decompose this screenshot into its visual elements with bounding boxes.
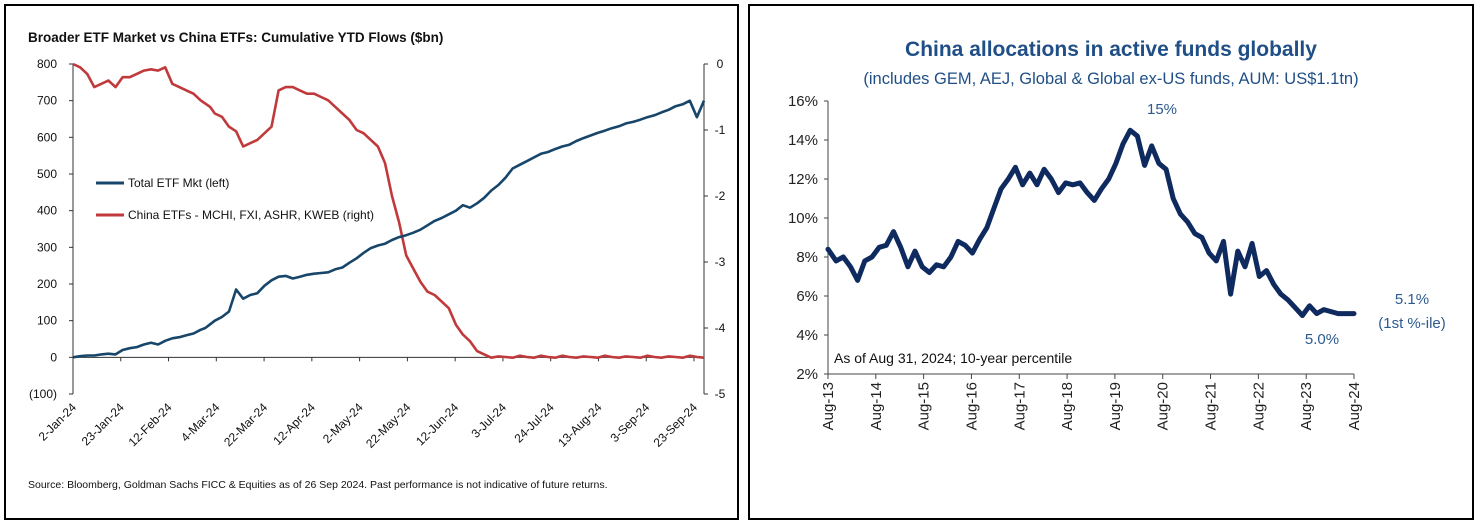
x-tick-label: 3-Sep-24 xyxy=(608,400,653,445)
last-value-annotation: 5.1% xyxy=(1395,291,1429,308)
y-tick-label: 8% xyxy=(796,249,818,266)
left-y-tick-label: 300 xyxy=(37,240,57,254)
y-tick-label: 6% xyxy=(796,288,818,305)
x-tick-label: 22-Mar-24 xyxy=(221,400,270,449)
x-tick-label: 12-Apr-24 xyxy=(270,400,318,448)
y-tick-label: 14% xyxy=(788,132,818,149)
x-tick-label: Aug-16 xyxy=(963,382,980,430)
x-tick-label: 22-May-24 xyxy=(363,400,414,451)
y-tick-label: 4% xyxy=(796,327,818,344)
x-tick-label: 23-Jan-24 xyxy=(79,400,127,448)
x-tick-label: Aug-17 xyxy=(1011,382,1028,430)
x-tick-label: Aug-13 xyxy=(820,382,837,430)
x-tick-label: Aug-20 xyxy=(1155,382,1172,430)
right-y-tick-label: -4 xyxy=(715,321,726,335)
x-tick-label: Aug-22 xyxy=(1250,382,1267,430)
low-annotation: 5.0% xyxy=(1305,331,1339,348)
legend-label-total-etf: Total ETF Mkt (left) xyxy=(128,176,229,190)
china-allocation-chart: China allocations in active funds global… xyxy=(788,38,1446,430)
chart-subtitle: (includes GEM, AEJ, Global & Global ex-U… xyxy=(863,70,1358,88)
x-tick-label: Aug-19 xyxy=(1107,382,1124,430)
x-tick-label: Aug-18 xyxy=(1059,382,1076,430)
left-y-tick-label: 800 xyxy=(37,57,57,71)
x-tick-label: 12-Feb-24 xyxy=(126,400,175,449)
source-note: Source: Bloomberg, Goldman Sachs FICC & … xyxy=(28,479,608,491)
etf-flows-chart: Broader ETF Market vs China ETFs: Cumula… xyxy=(28,30,726,491)
x-tick-label: 12-Jun-24 xyxy=(413,400,461,448)
left-y-tick-label: 600 xyxy=(37,130,57,144)
right-y-tick-label: -5 xyxy=(715,387,726,401)
as-of-note: As of Aug 31, 2024; 10-year percentile xyxy=(834,350,1072,366)
left-y-tick-label: 500 xyxy=(37,167,57,181)
chart-title: Broader ETF Market vs China ETFs: Cumula… xyxy=(28,30,443,45)
left-chart-panel: Broader ETF Market vs China ETFs: Cumula… xyxy=(4,4,739,520)
chart-title: China allocations in active funds global… xyxy=(905,38,1317,61)
x-tick-label: 23-Sep-24 xyxy=(651,400,701,450)
x-tick-label: 2-May-24 xyxy=(320,400,366,446)
right-y-tick-label: -2 xyxy=(715,189,726,203)
x-tick-label: Aug-15 xyxy=(916,382,933,430)
y-tick-label: 10% xyxy=(788,210,818,227)
x-tick-label: Aug-23 xyxy=(1298,382,1315,430)
x-tick-label: 24-Jul-24 xyxy=(512,400,558,446)
right-chart-panel: China allocations in active funds global… xyxy=(748,4,1474,520)
percentile-annotation: (1st %-ile) xyxy=(1378,315,1446,332)
right-y-tick-label: 0 xyxy=(717,57,724,71)
x-tick-label: Aug-21 xyxy=(1203,382,1220,430)
left-y-tick-label: (100) xyxy=(29,387,57,401)
right-y-tick-label: -3 xyxy=(715,255,726,269)
y-tick-label: 16% xyxy=(788,93,818,110)
x-tick-label: 13-Aug-24 xyxy=(555,400,605,450)
x-tick-label: Aug-24 xyxy=(1346,382,1363,430)
y-tick-label: 12% xyxy=(788,171,818,188)
x-tick-label: 2-Jan-24 xyxy=(36,400,80,444)
china-etfs-line xyxy=(72,62,705,359)
total-etf-line xyxy=(72,99,706,359)
left-y-tick-label: 200 xyxy=(37,277,57,291)
x-tick-label: 3-Jul-24 xyxy=(468,400,509,441)
left-y-tick-label: 100 xyxy=(37,314,57,328)
legend-label-china-etfs: China ETFs - MCHI, FXI, ASHR, KWEB (righ… xyxy=(128,208,374,222)
x-tick-label: Aug-14 xyxy=(868,382,885,430)
x-tick-label: 4-Mar-24 xyxy=(178,400,223,445)
peak-annotation: 15% xyxy=(1147,101,1177,118)
left-y-tick-label: 400 xyxy=(37,204,57,218)
china-allocation-line xyxy=(825,127,1357,318)
y-tick-label: 2% xyxy=(796,366,818,383)
left-y-tick-label: 0 xyxy=(50,350,57,364)
right-y-tick-label: -1 xyxy=(715,123,726,137)
left-y-tick-label: 700 xyxy=(37,94,57,108)
